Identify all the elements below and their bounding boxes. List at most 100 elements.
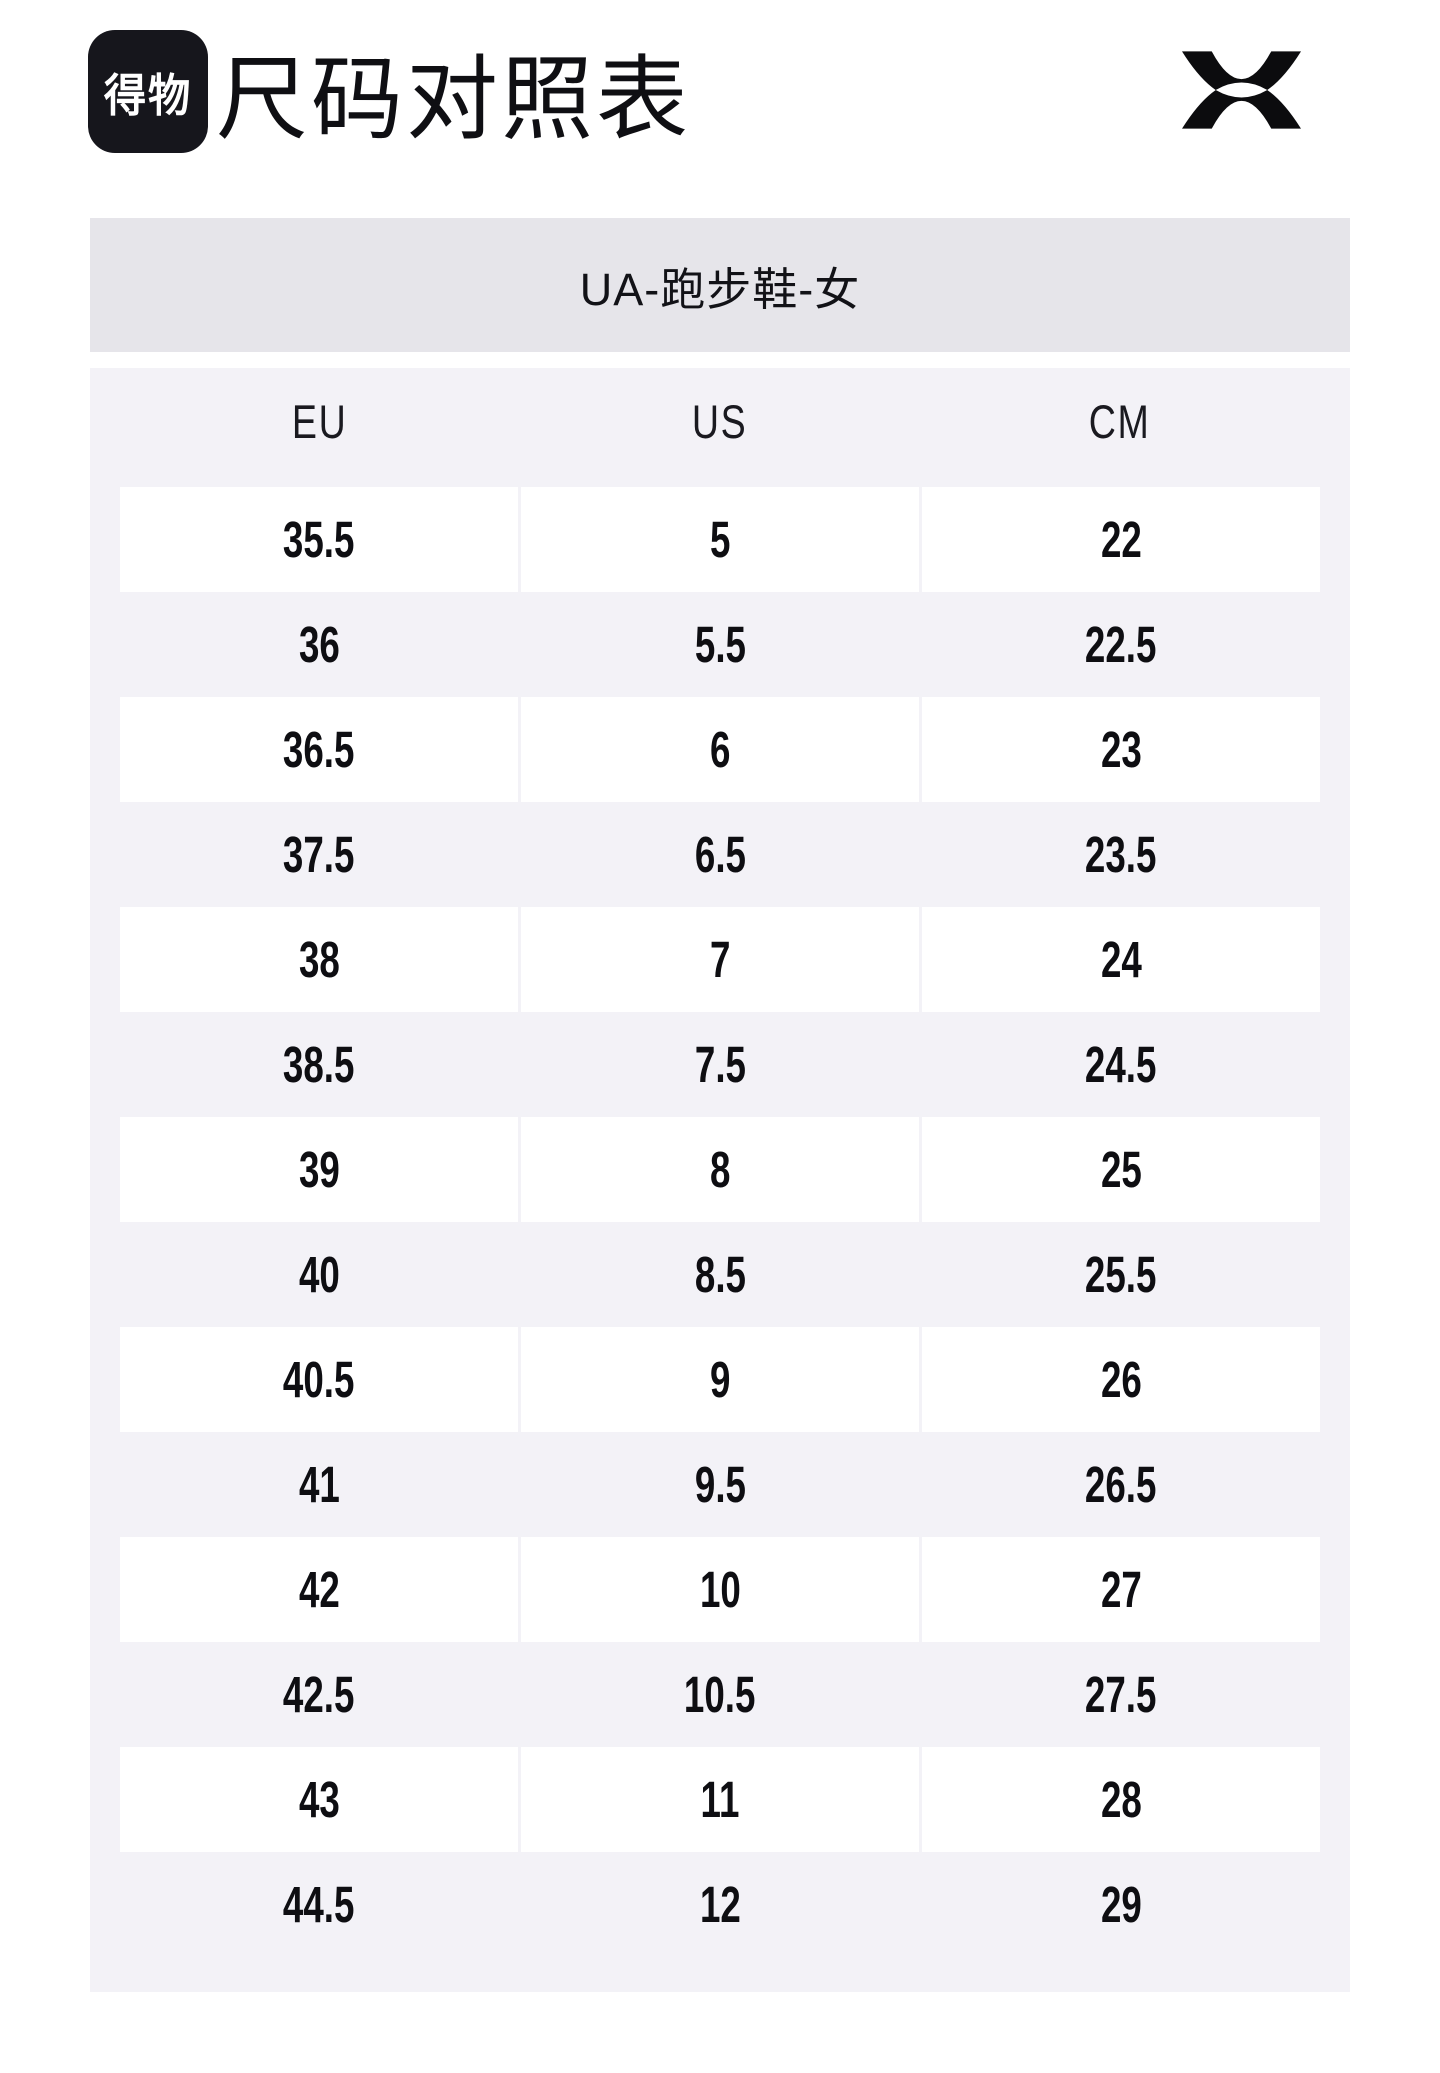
size-value: 23.5 <box>1085 826 1157 883</box>
size-cell: 24 <box>922 907 1320 1012</box>
size-cell: 40 <box>120 1222 518 1327</box>
size-value: 9.5 <box>694 1456 746 1513</box>
size-cell: 36.5 <box>120 697 518 802</box>
size-value: 10 <box>699 1561 741 1618</box>
size-value: 7 <box>709 931 731 988</box>
size-cell: 7 <box>521 907 919 1012</box>
table-row: 42.5 10.5 27.5 <box>90 1642 1350 1747</box>
size-value: 8.5 <box>694 1246 746 1303</box>
size-value: 36.5 <box>283 721 355 778</box>
table-row: 35.5 5 22 <box>90 487 1350 592</box>
size-cell: 44.5 <box>120 1852 518 1957</box>
size-cell: 8 <box>521 1117 919 1222</box>
table-row: 40.5 9 26 <box>90 1327 1350 1432</box>
table-row: 38 7 24 <box>90 907 1350 1012</box>
table-row: 37.5 6.5 23.5 <box>90 802 1350 907</box>
size-cell: 28 <box>922 1747 1320 1852</box>
page-title: 尺码对照表 <box>216 49 692 151</box>
dewu-logo: 得物 <box>88 30 208 153</box>
table-row: 36.5 6 23 <box>90 697 1350 802</box>
size-cell: 42 <box>120 1537 518 1642</box>
table-row: 44.5 12 29 <box>90 1852 1350 1957</box>
table-row: 38.5 7.5 24.5 <box>90 1012 1350 1117</box>
size-cell: 12 <box>521 1852 919 1957</box>
column-header-cm-label: CM <box>1089 395 1151 448</box>
size-cell: 38 <box>120 907 518 1012</box>
size-value: 39 <box>298 1141 340 1198</box>
size-cell: 42.5 <box>120 1642 518 1747</box>
size-value: 40 <box>298 1246 340 1303</box>
column-header-eu: EU <box>120 368 520 487</box>
size-value: 38.5 <box>283 1036 355 1093</box>
size-cell: 5.5 <box>521 592 919 697</box>
table-row: 39 8 25 <box>90 1117 1350 1222</box>
size-value: 22.5 <box>1085 616 1157 673</box>
size-value: 37.5 <box>283 826 355 883</box>
size-cell: 41 <box>120 1432 518 1537</box>
table-row: 43 11 28 <box>90 1747 1350 1852</box>
column-header-us-label: US <box>692 395 748 448</box>
size-value: 23 <box>1100 721 1142 778</box>
product-title: UA-跑步鞋-女 <box>579 263 861 315</box>
size-cell: 6 <box>521 697 919 802</box>
product-title-bar: UA-跑步鞋-女 <box>90 218 1350 352</box>
size-cell: 26 <box>922 1327 1320 1432</box>
column-header-eu-label: EU <box>292 395 348 448</box>
size-cell: 22.5 <box>922 592 1320 697</box>
size-cell: 5 <box>521 487 919 592</box>
size-cell: 22 <box>922 487 1320 592</box>
table-row: 42 10 27 <box>90 1537 1350 1642</box>
size-cell: 26.5 <box>922 1432 1320 1537</box>
size-value: 6 <box>709 721 731 778</box>
size-value: 11 <box>700 1771 740 1828</box>
size-value: 5.5 <box>694 616 746 673</box>
column-header-us: US <box>520 368 920 487</box>
size-value: 38 <box>298 931 340 988</box>
size-cell: 35.5 <box>120 487 518 592</box>
size-value: 26 <box>1100 1351 1142 1408</box>
size-cell: 7.5 <box>521 1012 919 1117</box>
size-cell: 10 <box>521 1537 919 1642</box>
size-value: 25 <box>1100 1141 1142 1198</box>
size-value: 6.5 <box>694 826 746 883</box>
size-cell: 36 <box>120 592 518 697</box>
size-cell: 23.5 <box>922 802 1320 907</box>
table-row: 40 8.5 25.5 <box>90 1222 1350 1327</box>
size-value: 40.5 <box>283 1351 355 1408</box>
size-cell: 9.5 <box>521 1432 919 1537</box>
size-value: 25.5 <box>1085 1246 1157 1303</box>
size-cell: 23 <box>922 697 1320 802</box>
column-header-cm: CM <box>920 368 1320 487</box>
dewu-logo-text: 得物 <box>103 70 193 121</box>
size-cell: 8.5 <box>521 1222 919 1327</box>
size-cell: 11 <box>521 1747 919 1852</box>
size-value: 24 <box>1100 931 1142 988</box>
size-value: 9 <box>709 1351 731 1408</box>
size-cell: 37.5 <box>120 802 518 907</box>
size-cell: 27 <box>922 1537 1320 1642</box>
size-cell: 25.5 <box>922 1222 1320 1327</box>
size-table-body: 35.5 5 22 36 5.5 22.5 36.5 6 23 37.5 6.5 23.5 38 7 24 3… <box>90 487 1350 1957</box>
size-value: 28 <box>1100 1771 1142 1828</box>
size-cell: 25 <box>922 1117 1320 1222</box>
size-value: 5 <box>709 511 731 568</box>
size-value: 26.5 <box>1085 1456 1157 1513</box>
size-value: 22 <box>1100 511 1142 568</box>
size-value: 41 <box>298 1456 340 1513</box>
size-value: 12 <box>699 1876 741 1933</box>
under-armour-logo-icon <box>1181 51 1302 129</box>
size-table: EU US CM 35.5 5 22 36 5.5 22.5 36.5 6 23 37.5 6.5 2… <box>90 368 1350 1992</box>
size-value: 43 <box>298 1771 340 1828</box>
size-value: 29 <box>1100 1876 1142 1933</box>
table-row: 36 5.5 22.5 <box>90 592 1350 697</box>
size-cell: 43 <box>120 1747 518 1852</box>
size-cell: 38.5 <box>120 1012 518 1117</box>
size-value: 35.5 <box>283 511 355 568</box>
size-value: 44.5 <box>283 1876 355 1933</box>
size-cell: 24.5 <box>922 1012 1320 1117</box>
size-cell: 27.5 <box>922 1642 1320 1747</box>
size-value: 42 <box>298 1561 340 1618</box>
size-value: 27 <box>1100 1561 1142 1618</box>
size-cell: 10.5 <box>521 1642 919 1747</box>
size-value: 7.5 <box>694 1036 746 1093</box>
